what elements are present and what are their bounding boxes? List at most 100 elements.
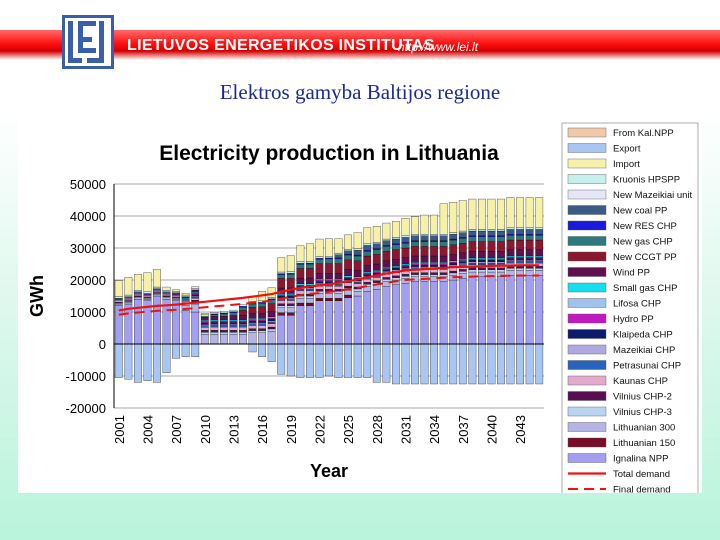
export-bar — [315, 343, 324, 378]
bar-segment — [267, 303, 276, 312]
bar-segment — [353, 288, 362, 292]
bar-segment — [401, 283, 410, 345]
bar-segment — [468, 269, 477, 273]
y-axis-label: GWh — [27, 275, 47, 317]
bar-segment — [286, 295, 295, 298]
bar-segment — [267, 319, 276, 322]
bar-segment — [516, 261, 524, 264]
bar-segment — [286, 294, 295, 297]
bar-segment — [430, 214, 438, 235]
bar-segment — [372, 254, 381, 265]
bar-segment — [315, 298, 324, 301]
bar-segment — [306, 263, 314, 269]
bar-segment — [516, 275, 524, 345]
export-bar — [392, 343, 400, 385]
bar-segment — [258, 320, 266, 323]
bar-segment — [458, 238, 467, 244]
bar-segment — [315, 259, 324, 264]
bar-segment — [516, 239, 524, 250]
bar-segment — [239, 326, 247, 331]
bar-segment — [258, 303, 266, 308]
legend-label: From Kal.NPP — [613, 128, 674, 139]
bar-segment — [497, 251, 505, 258]
bar-segment — [124, 294, 133, 297]
bar-segment — [210, 324, 219, 326]
bar-segment — [248, 323, 257, 326]
bar-segment — [248, 328, 257, 331]
bar-segment — [143, 291, 152, 294]
bar-segment — [439, 272, 448, 275]
bar-segment — [439, 263, 448, 266]
bar-segment — [229, 325, 238, 328]
bar-segment — [344, 285, 352, 289]
bar-segment — [430, 281, 438, 345]
bar-segment — [344, 269, 352, 276]
bar-segment — [449, 202, 458, 233]
lei-logo-icon — [68, 21, 104, 63]
bar-segment — [200, 334, 209, 345]
bar-segment — [535, 260, 544, 262]
bar-segment — [468, 198, 477, 230]
bar-segment — [114, 296, 123, 299]
bar-segment — [411, 246, 419, 257]
bar-segment — [334, 291, 343, 294]
bar-segment — [239, 334, 247, 345]
bar-segment — [353, 255, 362, 261]
export-bar — [258, 343, 266, 357]
bar-segment — [516, 258, 524, 261]
bar-segment — [344, 290, 352, 296]
export-bar — [114, 343, 123, 378]
x-tick-label: 2034 — [427, 415, 442, 444]
bar-segment — [468, 267, 477, 270]
bar-segment — [191, 289, 200, 293]
bar-segment — [239, 322, 247, 325]
bar-segment — [210, 316, 219, 321]
bar-segment — [458, 259, 467, 261]
bar-segment — [506, 260, 515, 262]
bar-segment — [277, 307, 286, 313]
bar-segment — [210, 322, 219, 325]
y-tick-label: 0 — [99, 337, 106, 352]
bar-segment — [478, 257, 486, 260]
bar-segment — [430, 264, 438, 267]
bar-segment — [134, 274, 142, 291]
export-bar — [124, 343, 133, 380]
bar-segment — [258, 313, 266, 319]
legend-label: Final demand — [613, 485, 671, 494]
bar-segment — [372, 243, 381, 249]
bar-segment — [220, 316, 228, 321]
bar-segment — [363, 282, 372, 285]
bar-segment — [525, 257, 534, 259]
bar-segment — [114, 280, 123, 297]
bar-segment — [516, 249, 524, 257]
institute-url[interactable]: http://www.lei.lt — [398, 40, 479, 54]
bar-segment — [267, 297, 276, 300]
bar-segment — [468, 258, 477, 261]
bar-segment — [277, 293, 286, 295]
bar-segment — [210, 321, 219, 323]
bar-segment — [535, 266, 544, 269]
bar-segment — [392, 249, 400, 260]
bar-segment — [325, 285, 333, 290]
bar-segment — [487, 198, 496, 230]
x-tick-label: 2040 — [484, 415, 499, 444]
bar-segment — [229, 332, 238, 335]
bar-segment — [181, 298, 190, 301]
legend-label: Wind PP — [613, 268, 650, 279]
bar-segment — [392, 265, 400, 268]
bar-segment — [229, 330, 238, 333]
legend-label: New coal PP — [613, 206, 667, 217]
bar-segment — [401, 266, 410, 269]
y-tick-label: -20000 — [66, 401, 106, 416]
bar-segment — [153, 286, 161, 289]
bar-segment — [239, 310, 247, 316]
bar-segment — [420, 235, 429, 241]
bar-segment — [401, 276, 410, 279]
bar-segment — [353, 295, 362, 345]
bar-segment — [258, 319, 266, 322]
bar-segment — [478, 261, 486, 264]
bar-segment — [258, 330, 266, 333]
bar-segment — [382, 222, 391, 240]
bar-segment — [277, 257, 286, 273]
bar-segment — [267, 316, 276, 319]
